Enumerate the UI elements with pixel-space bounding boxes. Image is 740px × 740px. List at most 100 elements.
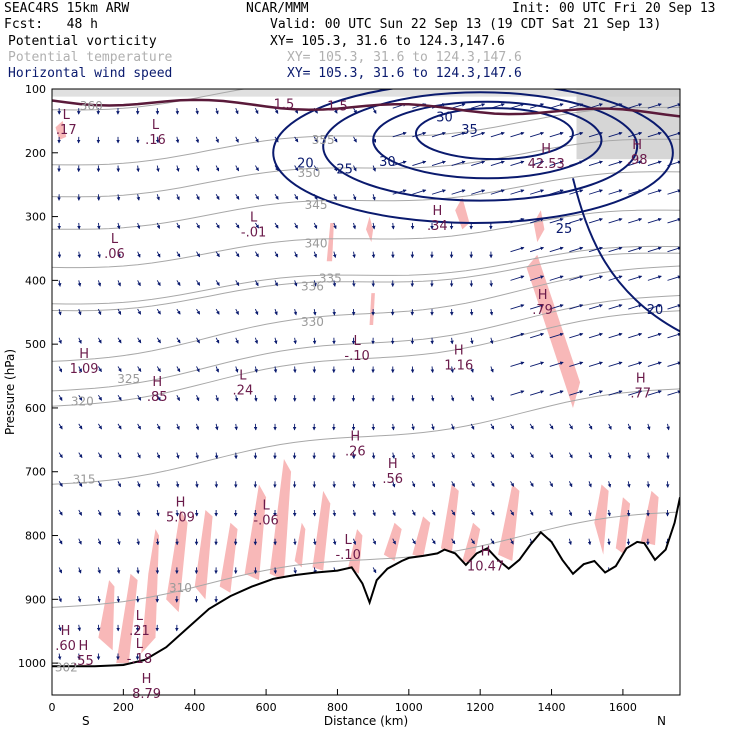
- extremum-type: H: [541, 142, 551, 157]
- wind-vector: [628, 361, 643, 367]
- wind-vector: [529, 481, 534, 487]
- wind-vector: [588, 189, 603, 195]
- wind-vector: [293, 280, 298, 287]
- wind-vector: [294, 251, 298, 258]
- wind-vector: [137, 452, 141, 459]
- pv-extremum: H.55: [73, 639, 94, 669]
- wind-vector: [569, 390, 584, 396]
- wind-vector: [451, 509, 456, 516]
- wind-vector: [156, 452, 161, 459]
- wind-speed-label: 25: [556, 222, 573, 237]
- pv-contour-label: 1.5: [274, 98, 295, 113]
- extremum-type: H: [350, 430, 360, 445]
- pv-shade-region: [312, 490, 331, 571]
- wind-vector: [176, 423, 180, 431]
- wind-vector: [372, 194, 376, 201]
- wind-vector: [549, 481, 553, 488]
- wind-vector: [156, 394, 161, 401]
- wind-vector: [195, 452, 199, 460]
- pv-extremum: H.34: [427, 204, 448, 234]
- pv-extremum: H1.16: [444, 344, 473, 374]
- y-tick-label: 200: [25, 147, 46, 160]
- wind-vector: [235, 337, 239, 344]
- wind-vector: [333, 136, 338, 143]
- extremum-type: H: [454, 344, 464, 359]
- wind-vector: [450, 366, 454, 373]
- wind-vector: [97, 567, 101, 574]
- wind-vector: [117, 251, 121, 258]
- extremum-value: .16: [145, 133, 166, 148]
- wind-vector: [254, 251, 259, 258]
- wind-vector: [117, 509, 121, 517]
- wind-vector: [549, 246, 564, 253]
- pv-shade-region: [533, 210, 545, 243]
- wind-vector: [569, 423, 573, 430]
- theta-contour: [52, 106, 680, 166]
- wind-vector: [530, 332, 545, 339]
- pv-extremum: H10.47: [467, 545, 504, 575]
- wind-vector: [489, 280, 493, 287]
- wind-vector: [58, 308, 62, 316]
- wind-vector: [628, 304, 643, 310]
- pv-extremum: H.85: [147, 375, 168, 405]
- pv-extremum: L-.10: [335, 533, 360, 563]
- wind-vector: [391, 481, 396, 488]
- wind-speed-contour: [372, 100, 603, 180]
- wind-vector: [332, 280, 337, 287]
- wind-vector: [391, 423, 395, 431]
- wind-vector: [392, 538, 396, 545]
- wind-speed-label: 20: [647, 303, 664, 318]
- wind-vector: [431, 509, 436, 516]
- wind-vector: [58, 481, 63, 487]
- wind-vector: [293, 538, 297, 546]
- wind-vector: [588, 481, 592, 488]
- wind-vector: [332, 309, 336, 316]
- wind-vector: [510, 390, 525, 396]
- wind-vector: [254, 337, 259, 345]
- extremum-type: H: [481, 545, 491, 560]
- theta-contour-label: 335: [319, 271, 342, 285]
- wind-vector: [235, 308, 239, 315]
- pv-shade-region: [98, 580, 115, 651]
- pv-extremum: L.17: [56, 108, 77, 138]
- wind-vector: [136, 194, 141, 201]
- pv-shade-region: [55, 120, 67, 141]
- wind-vector: [510, 481, 515, 487]
- x-tick-label: 800: [327, 701, 348, 714]
- wind-vector: [529, 452, 534, 459]
- extremum-type: L: [345, 533, 353, 548]
- pv-shade-region: [594, 484, 609, 555]
- wind-vector: [569, 217, 584, 224]
- wind-vector: [58, 394, 63, 402]
- wind-vector: [274, 107, 279, 114]
- wind-vector: [627, 481, 631, 488]
- wind-vector: [254, 366, 258, 373]
- extremum-type: L: [63, 108, 71, 123]
- wind-vector: [510, 160, 525, 166]
- wind-vector: [352, 509, 356, 517]
- wind-vector: [313, 280, 317, 287]
- wind-vector: [489, 308, 494, 316]
- wind-vector: [137, 251, 141, 258]
- wind-vector: [294, 194, 299, 200]
- wind-vector: [274, 251, 279, 258]
- wind-vector: [588, 160, 603, 166]
- wind-vector: [78, 337, 82, 344]
- wind-speed-contour: [272, 89, 674, 224]
- extremum-value: .79: [532, 303, 553, 318]
- wind-vector: [588, 217, 603, 224]
- wind-vector: [215, 337, 220, 344]
- wind-vector: [549, 509, 553, 517]
- pv-shade-region: [455, 197, 470, 230]
- wind-vector: [97, 251, 101, 259]
- wind-vector: [117, 308, 122, 315]
- wind-vector: [471, 131, 486, 138]
- wind-vector: [490, 160, 505, 166]
- wind-vector: [530, 361, 545, 367]
- wind-vector: [647, 332, 662, 339]
- wind-vector: [588, 509, 592, 517]
- wind-vector: [470, 395, 475, 402]
- wind-vector: [470, 509, 475, 516]
- wind-vector: [332, 251, 337, 259]
- x-tick-label: 400: [184, 701, 205, 714]
